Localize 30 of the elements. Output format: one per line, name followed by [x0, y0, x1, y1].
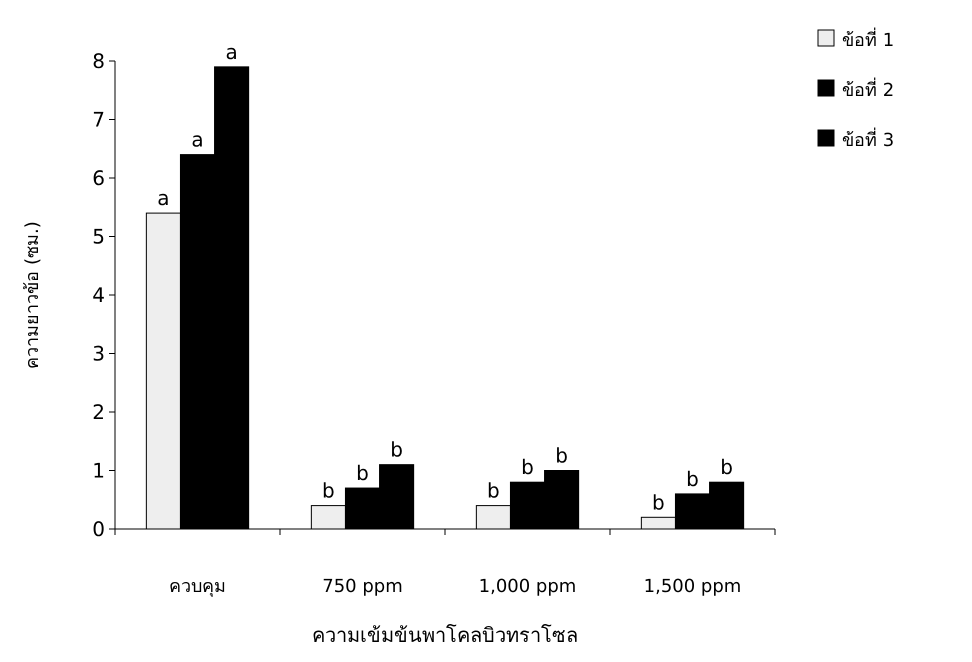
data-label: b	[555, 444, 568, 468]
data-label: b	[720, 455, 733, 480]
y-tick-label: 7	[92, 108, 105, 132]
y-tick-label: 3	[92, 342, 105, 366]
data-label: b	[652, 490, 665, 514]
data-label: b	[686, 466, 699, 491]
y-axis-title: ความยาวข้อ (ซม.)	[22, 221, 43, 369]
x-axis-title: ความเข้มข้นพาโคลบิวทราโซล	[312, 623, 578, 647]
data-label: b	[322, 478, 335, 503]
x-tick-label: 750 ppm	[322, 576, 403, 597]
data-label: b	[487, 478, 500, 503]
legend-label: ข้อที่ 3	[842, 127, 894, 151]
y-tick-label: 1	[92, 458, 105, 482]
y-tick-label: 4	[92, 283, 105, 307]
y-tick-label: 2	[92, 400, 105, 424]
data-label: b	[390, 438, 403, 462]
data-label: a	[225, 40, 238, 64]
data-label: a	[157, 186, 170, 210]
y-tick-label: 0	[92, 517, 105, 541]
data-label: a	[191, 128, 204, 152]
x-tick-label: 1,500 ppm	[644, 576, 742, 597]
y-tick-label: 8	[92, 49, 105, 73]
y-tick-label: 6	[92, 166, 105, 190]
legend-label: ข้อที่ 1	[842, 27, 894, 51]
y-tick-label: 5	[92, 224, 105, 248]
x-tick-label: 1,000 ppm	[478, 576, 576, 597]
data-label: b	[521, 455, 534, 480]
x-tick-label: ควบคุม	[169, 576, 226, 597]
data-label: b	[356, 461, 369, 486]
legend-label: ข้อที่ 2	[842, 77, 894, 101]
